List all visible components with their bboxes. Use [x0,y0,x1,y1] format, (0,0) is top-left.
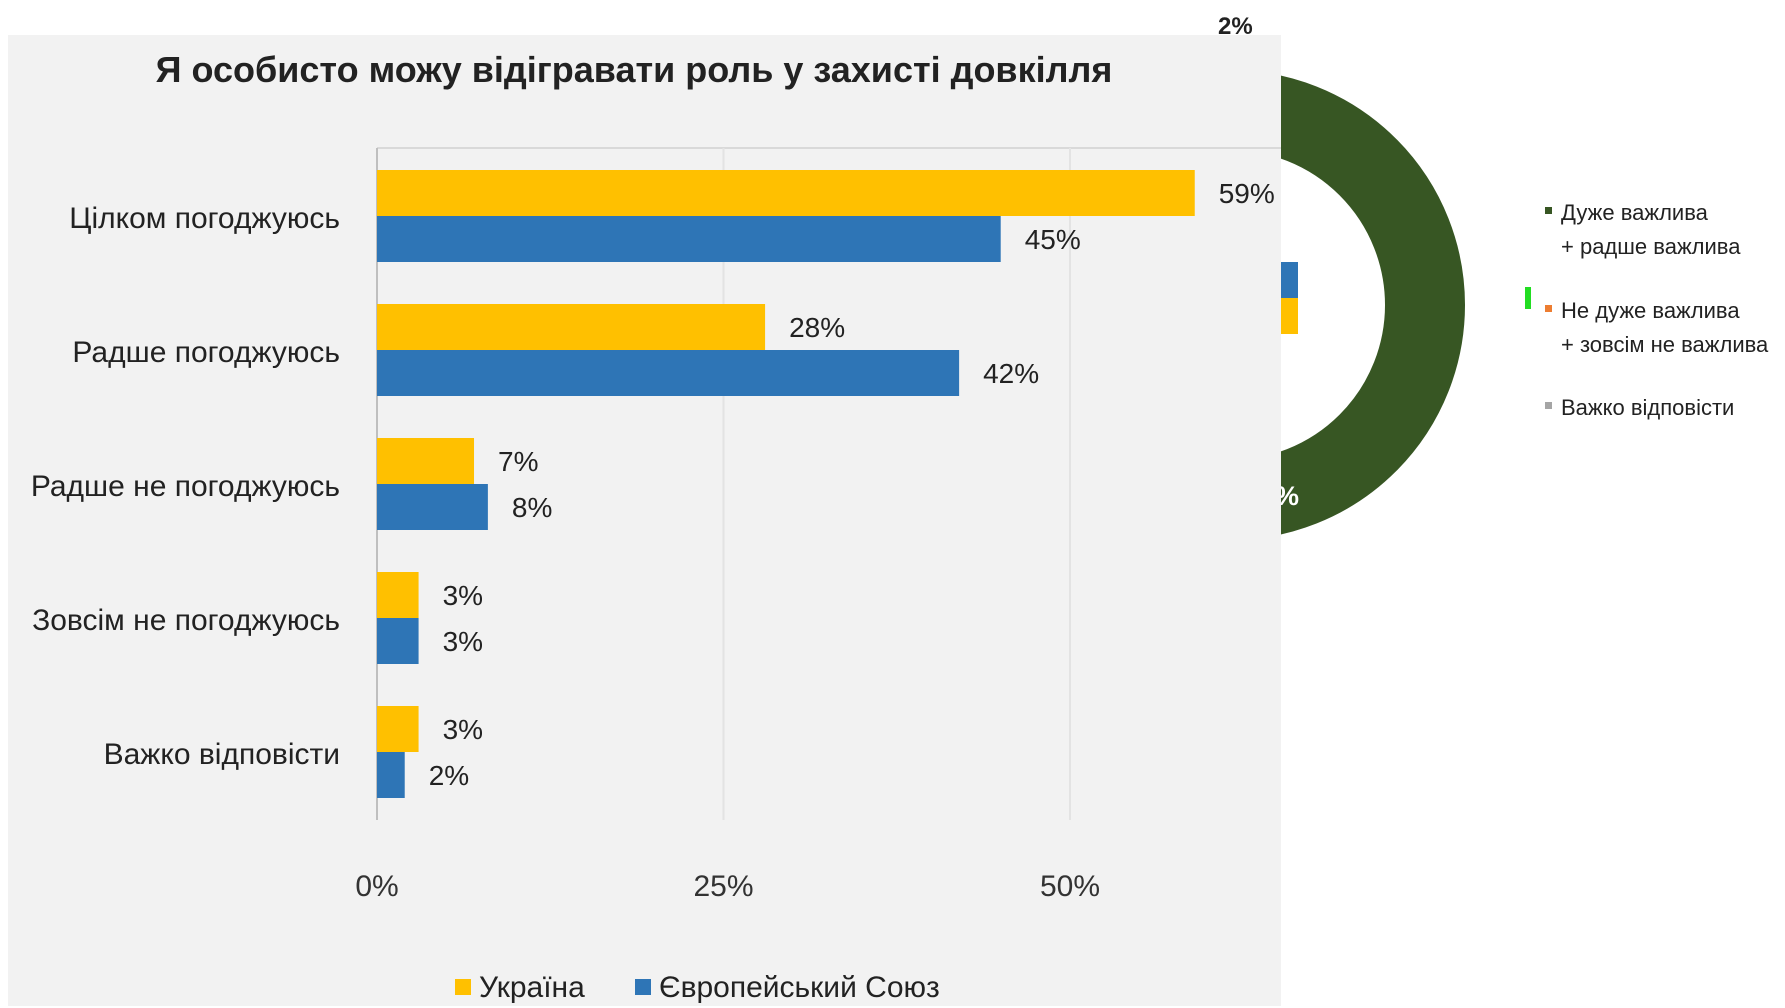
bar-ukraine [377,304,766,350]
bar-value-label: 3% [443,714,483,745]
bar-ukraine [377,438,475,484]
bar-value-label: 45% [1025,224,1081,255]
y-category-label: Зовсім не погоджуюсь [32,604,340,637]
bar-eu [377,216,1001,262]
legend-swatch [455,979,471,995]
legend-label: Україна [479,971,585,1004]
donut-legend-label: + зовсім не важлива [1561,332,1769,357]
bar-chart-legend: Україна Європейський Союз [455,971,940,1004]
y-category-label: Важко відповісти [104,738,340,771]
x-tick-label: 0% [355,870,398,903]
donut-legend-swatch [1545,207,1552,214]
legend-swatch [635,979,651,995]
bar-value-label: 2% [429,760,469,791]
y-category-label: Цілком погоджуюсь [69,202,340,235]
y-axis-labels: Цілком погоджуюсь Радше погоджуюсь Радше н… [31,202,340,771]
bar-ukraine [377,572,419,618]
bar-value-label: 7% [498,446,538,477]
bar-ukraine [377,170,1195,216]
bar-ukraine [377,706,419,752]
x-axis-tick-labels: 0% 25% 50% [355,870,1100,903]
donut-flag-blue [1280,262,1298,298]
x-tick-label: 50% [1040,870,1100,903]
bar-eu [377,618,419,664]
bar-eu [377,350,960,396]
donut-flag-yellow [1280,298,1298,334]
bar-value-label: 59% [1219,178,1275,209]
bar-value-label: 3% [443,626,483,657]
donut-legend-label: Важко відповісти [1561,395,1734,420]
bar-value-label: 42% [983,358,1039,389]
y-category-label: Радше не погоджуюсь [31,470,340,503]
donut-legend-label: Не дуже важлива [1561,298,1740,323]
y-category-label: Радше погоджуюсь [72,336,340,369]
bar-eu [377,752,405,798]
donut-legend-label: Дуже важлива [1561,200,1709,225]
donut-legend-swatch [1545,305,1552,312]
bar-value-label: 28% [789,312,845,343]
bar-value-label: 3% [443,580,483,611]
bars-group: 59% 45% 28% 42% 7% 8% 3% 3% 3% 2% [377,170,1275,798]
bar-value-label: 8% [512,492,552,523]
bar-chart-title: Я особисто можу відігравати роль у захис… [156,49,1113,90]
donut-legend-label: + радше важлива [1561,234,1741,259]
donut-accent-marker [1525,287,1531,309]
legend-label: Європейський Союз [659,971,940,1004]
bar-eu [377,484,488,530]
bar-chart: Я особисто можу відігравати роль у захис… [8,35,1281,1006]
donut-legend-swatch [1545,402,1552,409]
x-tick-label: 25% [693,870,753,903]
donut-legend: Дуже важлива + радше важлива Не дуже важли… [1545,200,1769,420]
